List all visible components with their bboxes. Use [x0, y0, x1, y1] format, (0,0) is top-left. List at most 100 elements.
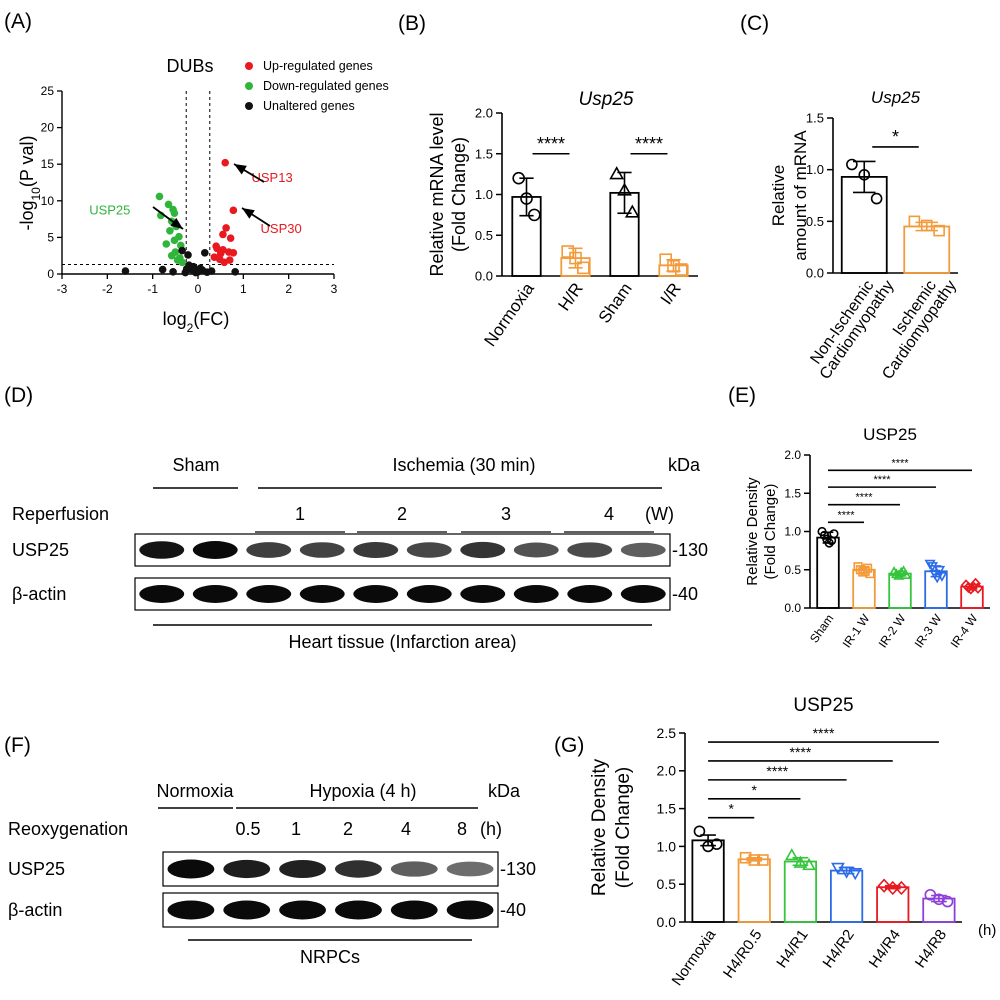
blot-band [246, 585, 292, 603]
bar [903, 225, 951, 274]
data-point [667, 259, 680, 273]
annotation-label: USP30 [261, 221, 302, 236]
significance-label: **** [766, 763, 788, 779]
blot-band [353, 585, 399, 603]
group-header: Sham [172, 455, 219, 475]
data-point [858, 169, 871, 181]
blot-band [167, 859, 215, 879]
unit-label: (W) [645, 504, 674, 524]
x-tick-label: 3 [331, 282, 338, 296]
timepoint-label: 1 [291, 819, 301, 839]
y-tick-label: 1.5 [657, 801, 677, 817]
y-axis-label: (Fold Change) [449, 137, 469, 252]
y-tick-label: 1.0 [806, 162, 824, 177]
blot-band [353, 542, 399, 558]
data-point [216, 249, 225, 258]
blot-band [139, 585, 185, 603]
data-point [561, 245, 574, 258]
data-point [675, 263, 688, 276]
data-point [169, 268, 177, 276]
category-label: I/R [657, 279, 685, 308]
y-tick-label: 0.0 [784, 601, 801, 615]
panel-label-e: (E) [728, 384, 756, 407]
data-point [870, 192, 883, 205]
data-point [659, 253, 672, 266]
bar [783, 860, 818, 923]
data-point [155, 192, 164, 201]
blot-strip [162, 892, 499, 928]
data-point [229, 248, 238, 257]
category-label: IR-3 W [912, 611, 945, 650]
y-tick-label: 2.0 [475, 106, 493, 121]
significance-label: **** [891, 457, 909, 469]
blot-band [246, 542, 292, 558]
blot-band [567, 542, 613, 558]
data-point [931, 573, 943, 584]
y-tick-label: 1.0 [657, 838, 677, 854]
footer-label: Heart tissue (Infarction area) [288, 632, 516, 652]
y-tick-label: 0 [47, 267, 54, 281]
data-point [617, 182, 632, 196]
y-tick-label: 10 [41, 194, 55, 208]
blot-band [460, 541, 506, 559]
data-point [220, 258, 229, 267]
data-point [829, 529, 839, 539]
arrow-usp13-head [234, 164, 247, 175]
data-point [221, 158, 229, 167]
data-point [528, 208, 541, 222]
y-tick-label: 1.5 [784, 486, 801, 500]
y-axis-label: (Fold Change) [613, 767, 634, 888]
y-axis-label: amount of mRNA [791, 130, 810, 261]
row-label: β-actin [12, 584, 66, 604]
x-tick-label: -1 [147, 282, 158, 296]
x-tick-label: 0 [195, 282, 202, 296]
footer-label: NRPCs [300, 947, 360, 967]
data-point [693, 825, 706, 838]
y-tick-label: 1.0 [475, 187, 493, 202]
bar [691, 839, 725, 923]
timepoint-label: 4 [604, 504, 614, 524]
data-point [757, 854, 769, 866]
legend-label: Up-regulated genes [263, 59, 373, 73]
blot-band [406, 542, 452, 558]
y-tick-label: 25 [41, 84, 55, 98]
data-point [624, 204, 640, 218]
blot-band [223, 900, 271, 920]
data-point [162, 240, 171, 248]
y-tick-label: 2.0 [784, 448, 801, 462]
significance-label: **** [837, 509, 855, 521]
blot-band [567, 585, 613, 603]
y-tick-label: 2.0 [657, 763, 677, 779]
y-axis-label: Relative Density [589, 758, 610, 896]
category-label: H4/R0.5 [720, 927, 765, 982]
y-axis-label: Relative Density [744, 477, 761, 586]
legend-label: Down-regulated genes [263, 79, 389, 93]
row-header: Reperfusion [12, 504, 109, 524]
panel-label-g: (G) [554, 734, 584, 757]
timepoint-label: 8 [457, 819, 467, 839]
category-label: H4/R1 [773, 927, 811, 972]
significance-label: * [892, 127, 899, 147]
blot-band [299, 585, 345, 603]
y-tick-label: 2.5 [657, 725, 677, 741]
mw-marker: -40 [672, 584, 698, 604]
timepoint-label: 0.5 [235, 819, 260, 839]
data-point [167, 251, 176, 260]
y-tick-label: 1.5 [475, 146, 493, 161]
y-tick-label: 0.5 [806, 214, 824, 229]
data-point [201, 248, 209, 257]
annotation-label: USP25 [89, 203, 130, 218]
timepoint-label: 4 [401, 819, 411, 839]
data-point [886, 880, 900, 896]
blot-band [279, 859, 327, 879]
row-label: β-actin [8, 900, 62, 920]
chart-title: Usp25 [871, 88, 921, 107]
y-tick-label: 0.5 [657, 876, 677, 892]
data-point [520, 192, 533, 205]
mw-marker: -130 [672, 540, 708, 560]
data-point [166, 227, 174, 235]
category-label: Normoxia [669, 926, 720, 989]
